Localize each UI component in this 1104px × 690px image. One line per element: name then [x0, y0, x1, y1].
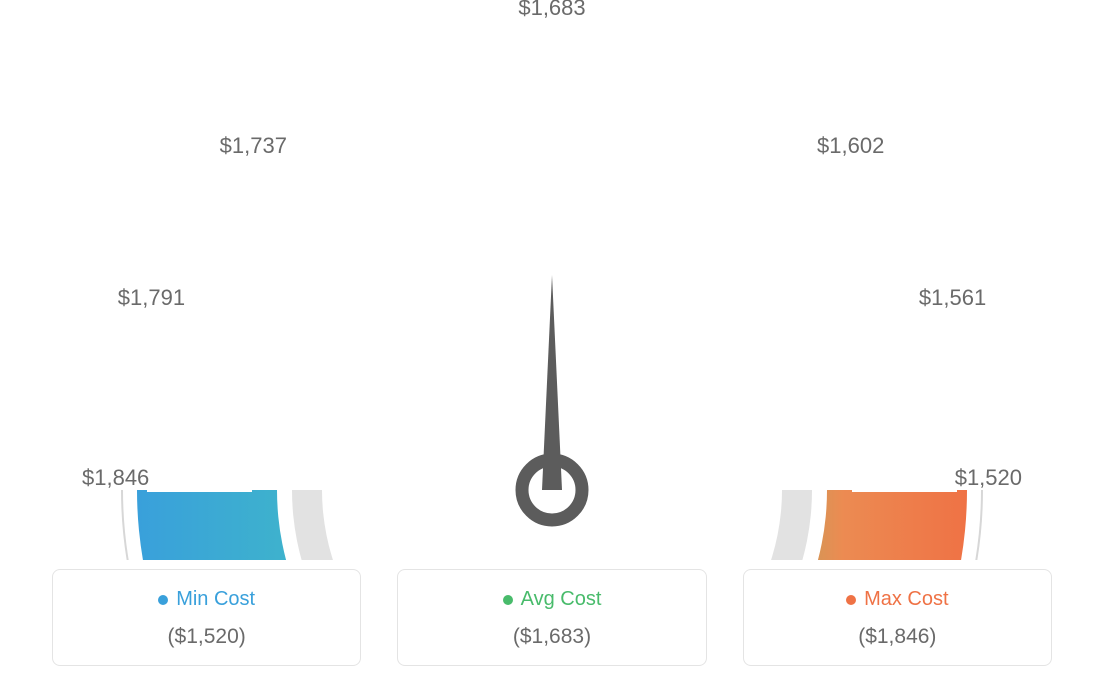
- gauge-tick-label: $1,602: [817, 133, 884, 159]
- legend-title-max: Max Cost: [846, 588, 948, 611]
- gauge-tick-label: $1,683: [518, 0, 585, 21]
- legend-value-min: ($1,520): [63, 625, 350, 649]
- legend-card-max: Max Cost ($1,846): [743, 569, 1052, 666]
- legend-card-min: Min Cost ($1,520): [52, 569, 361, 666]
- gauge-chart: $1,520 $1,561 $1,602 $1,683 $1,737 $1,791 $1,8…: [0, 0, 1104, 540]
- dot-icon: [158, 595, 168, 605]
- gauge-tick-label: $1,520: [955, 465, 1022, 491]
- gauge-tick-label: $1,791: [118, 285, 185, 311]
- legend-card-avg: Avg Cost ($1,683): [397, 569, 706, 666]
- legend-value-avg: ($1,683): [408, 625, 695, 649]
- dot-icon: [846, 595, 856, 605]
- legend-value-max: ($1,846): [754, 625, 1041, 649]
- gauge-tick-label: $1,846: [82, 465, 149, 491]
- dot-icon: [503, 595, 513, 605]
- legend-title-min: Min Cost: [158, 588, 255, 611]
- legend-label: Min Cost: [176, 588, 255, 611]
- gauge-tick-label: $1,737: [220, 133, 287, 159]
- legend-label: Avg Cost: [521, 588, 602, 611]
- gauge-tick-label: $1,561: [919, 285, 986, 311]
- legend-label: Max Cost: [864, 588, 948, 611]
- legend-title-avg: Avg Cost: [503, 588, 602, 611]
- gauge-svg: [102, 40, 1002, 560]
- legend-row: Min Cost ($1,520) Avg Cost ($1,683) Max …: [52, 569, 1052, 666]
